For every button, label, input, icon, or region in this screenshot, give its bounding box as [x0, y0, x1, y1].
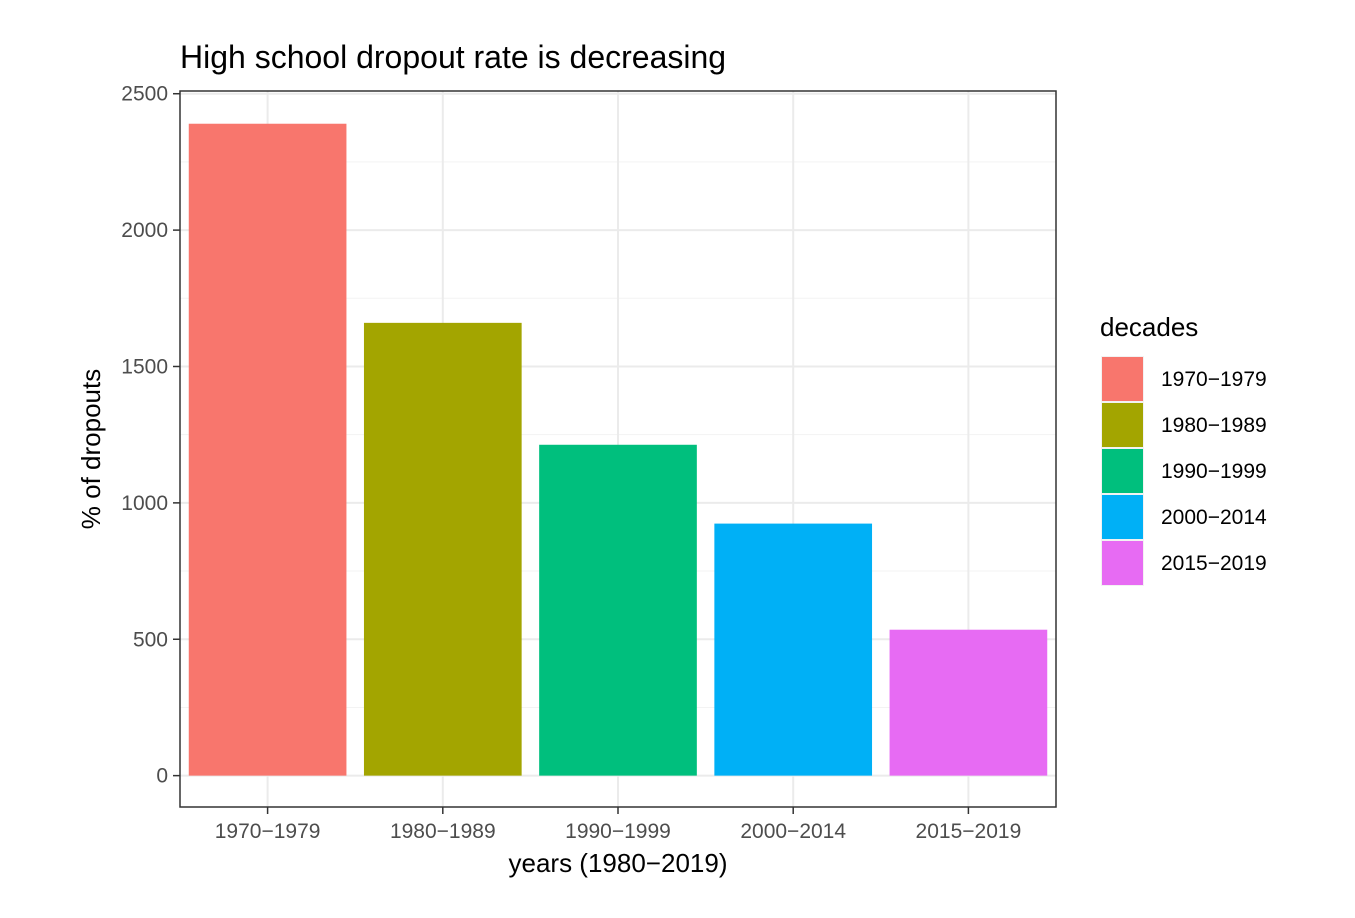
x-tick-label: 1980−1989: [390, 820, 496, 843]
y-axis-title: % of dropouts: [76, 369, 106, 529]
x-tick-label: 2015−2019: [916, 820, 1022, 843]
chart-title: High school dropout rate is decreasing: [180, 39, 726, 75]
bar: [363, 322, 522, 776]
y-tick-label: 0: [156, 765, 168, 788]
bars: [188, 123, 1048, 776]
bar: [539, 444, 697, 776]
legend-label: 1990−1999: [1161, 460, 1267, 483]
y-tick-label: 2500: [121, 83, 168, 106]
legend-label: 1980−1989: [1161, 414, 1267, 437]
y-axis: 0 500 1000 1500 2000 2500: [121, 83, 180, 788]
plot-panel: [179, 90, 1057, 808]
bar: [188, 123, 347, 776]
legend-title: decades: [1100, 312, 1198, 342]
x-axis: 1970−1979 1980−1989 1990−1999 2000−2014 2015…: [215, 807, 1022, 843]
legend-label: 2015−2019: [1161, 552, 1267, 575]
bar: [889, 629, 1048, 776]
x-tick-label: 2000−2014: [740, 820, 846, 843]
bar: [714, 523, 873, 776]
legend-swatch: [1102, 403, 1143, 447]
legend-label: 2000−2014: [1161, 506, 1267, 529]
legend-label: 1970−1979: [1161, 368, 1267, 391]
legend-swatch: [1102, 357, 1143, 401]
legend: decades 1970−1979 1980−1989 1990−1999 2000−…: [1100, 312, 1267, 586]
y-tick-label: 2000: [121, 219, 168, 242]
legend-items: 1970−1979 1980−1989 1990−1999 2000−2014 2015…: [1101, 356, 1267, 586]
y-tick-label: 1500: [121, 355, 168, 378]
legend-swatch: [1102, 495, 1143, 539]
y-tick-label: 500: [133, 628, 168, 651]
x-tick-label: 1990−1999: [565, 820, 671, 843]
legend-swatch: [1102, 449, 1143, 493]
x-axis-title: years (1980−2019): [509, 848, 728, 878]
y-tick-label: 1000: [121, 492, 168, 515]
x-tick-label: 1970−1979: [215, 820, 321, 843]
legend-swatch: [1102, 541, 1143, 585]
